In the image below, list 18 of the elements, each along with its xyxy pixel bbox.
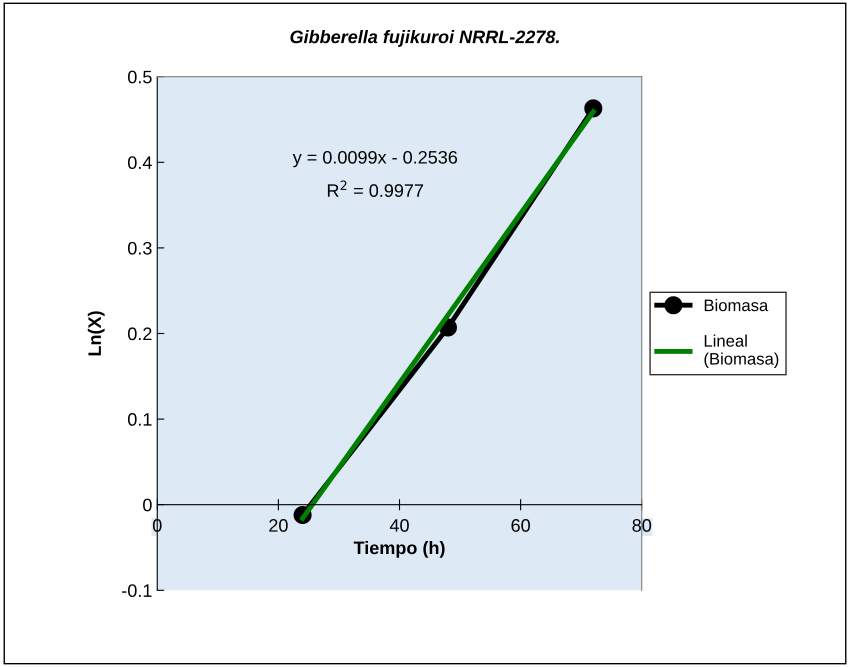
x-axis-title: Tiempo (h)	[354, 540, 445, 558]
y-tick-label: 0.2	[128, 327, 152, 340]
x-tick-label: 20	[269, 519, 288, 532]
x-tick-label: 60	[512, 519, 530, 532]
y-tick-label: 0.3	[128, 242, 152, 255]
annotation: R$^{2}$ = 0.9977	[328, 180, 424, 197]
x-tick-label: 80	[632, 519, 652, 532]
y-tick-label: 0.4	[128, 156, 152, 170]
legend-label: Biomasa	[704, 298, 768, 312]
chart-title: Gibberella fujikuroi NRRL-2278.	[290, 30, 559, 47]
x-tick-label: 40	[390, 519, 409, 532]
annotation: y = 0.0099x - 0.2536	[292, 150, 458, 168]
y-tick-label: 0	[143, 498, 152, 512]
y-axis-title: Ln(X)	[88, 311, 105, 356]
y-tick-label: -0.1	[122, 584, 152, 598]
y-tick-label: 0.1	[128, 413, 152, 426]
legend-label: Lineal (Biomasa)	[704, 334, 778, 368]
y-tick-label: 0.5	[128, 70, 152, 84]
